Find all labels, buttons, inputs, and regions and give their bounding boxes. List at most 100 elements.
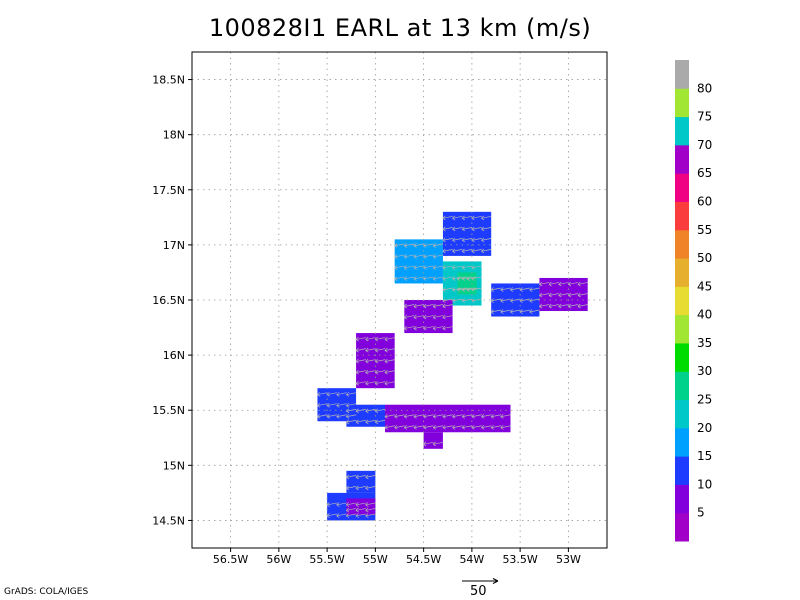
wind-vector-18 [432,265,444,270]
wind-vector-171 [500,413,511,419]
wind-vector-109 [355,347,366,353]
wind-vector-121 [384,380,395,386]
wind-vector-114 [365,347,376,353]
wind-vector-66 [500,287,511,292]
colorbar-label: 55 [697,223,712,237]
wind-vector-184 [345,507,357,513]
reference-arrow [462,578,499,584]
wind-vector-69 [510,287,521,292]
wind-vector-62 [490,298,502,303]
wind-vector-134 [336,391,347,397]
colorbar: 5 10 15 20 25 30 35 40 45 50 55 60 65 70 75 80 [675,60,712,542]
wind-vector-90 [577,281,588,287]
wind-vector-132 [336,413,347,419]
wind-vector-135 [345,413,357,419]
wind-vector-49 [461,248,473,254]
wind-vector-37 [456,287,468,292]
wind-vector-44 [442,215,453,221]
wind-vector-125 [384,336,395,342]
wind-vector-179 [345,502,357,507]
wind-vector-93 [403,303,415,309]
y-tick-label: 17.5N [152,184,185,197]
colorbar-swatch-9 [675,286,689,316]
wind-vector-166 [481,425,492,430]
x-axis: 56.5W 56W 55.5W 55W 54.5W 54W 53.5W 53W [213,548,581,566]
wind-vector-60 [481,215,492,221]
colorbar-swatch-13 [675,173,689,202]
colorbar-swatch-14 [675,144,689,174]
wind-vector-181 [355,502,366,507]
wind-vector-187 [345,485,357,491]
colorbar-swatch-4 [675,427,689,457]
colorbar-label: 50 [697,251,712,265]
wind-vector-95 [413,314,424,320]
wind-vector-173 [432,441,444,447]
wind-vector-layer [317,215,588,518]
wind-vector-92 [403,314,415,320]
wind-vector-88 [577,303,588,309]
y-tick-label: 14.5N [152,514,185,527]
wind-vector-147 [384,413,395,419]
wind-vector-156 [432,425,444,430]
y-tick-label: 15.5N [152,404,185,417]
wind-vector-6 [403,265,415,270]
wind-vector-73 [529,309,540,314]
wind-vector-148 [394,425,405,430]
colorbar-swatch-2 [675,484,689,514]
wind-vector-152 [413,425,424,430]
wind-vector-103 [442,325,453,331]
colorbar-label: 80 [697,81,712,95]
colorbar-swatch-3 [675,456,689,485]
wind-vector-28 [452,265,463,270]
colorbar-swatch-5 [675,399,689,429]
wind-vector-162 [461,425,473,430]
colorbar-swatch-16 [675,88,689,118]
x-tick-label: 56.5W [213,553,248,566]
colorbar-label: 10 [697,477,712,491]
wind-vector-105 [442,303,453,309]
wind-vector-190 [355,474,366,480]
x-tick-label: 53W [556,553,581,566]
y-tick-label: 18N [163,129,185,142]
colorbar-swatch-8 [675,314,689,344]
wind-vector-64 [500,309,511,314]
wind-vector-19 [432,254,444,259]
colorbar-label: 40 [697,308,712,322]
wind-vector-138 [345,419,357,425]
wind-vector-161 [452,413,463,419]
wind-vector-94 [413,325,424,331]
wind-vector-67 [510,309,521,314]
wind-vector-143 [365,408,376,414]
wind-vector-22 [442,287,453,292]
wind-vector-5 [403,276,415,281]
colorbar-label: 20 [697,421,712,435]
wind-vector-17 [432,276,444,281]
wind-region-12 [423,432,443,449]
y-axis: 14.5N 15N 15.5N 16N 16.5N 17N 17.5N 18N 18.5N [152,74,192,527]
wind-vector-83 [558,292,569,298]
wind-vector-1 [394,276,405,281]
wind-vector-74 [529,298,540,303]
wind-vector-82 [558,303,569,309]
wind-vector-185 [355,507,366,513]
wind-vector-176 [336,513,347,518]
wind-vector-100 [432,325,444,331]
chart-title: 100828I1 EARL at 13 km (m/s) [208,14,592,42]
wind-vector-160 [452,425,463,430]
wind-vector-26 [452,287,463,292]
y-tick-label: 18.5N [152,74,185,87]
colorbar-label: 25 [697,393,712,407]
wind-vector-77 [539,292,550,298]
wind-vector-188 [345,474,357,480]
wind-vector-182 [365,513,376,518]
wind-vector-46 [452,237,463,243]
wind-vector-101 [432,314,444,320]
wind-vector-153 [413,413,424,419]
wind-region-14 [346,498,376,515]
x-tick-label: 53.5W [502,553,537,566]
wind-vector-108 [355,358,366,364]
wind-vector-96 [413,303,424,309]
wind-vector-63 [490,287,502,292]
wind-vector-23 [442,276,453,281]
wind-vector-128 [317,391,328,397]
